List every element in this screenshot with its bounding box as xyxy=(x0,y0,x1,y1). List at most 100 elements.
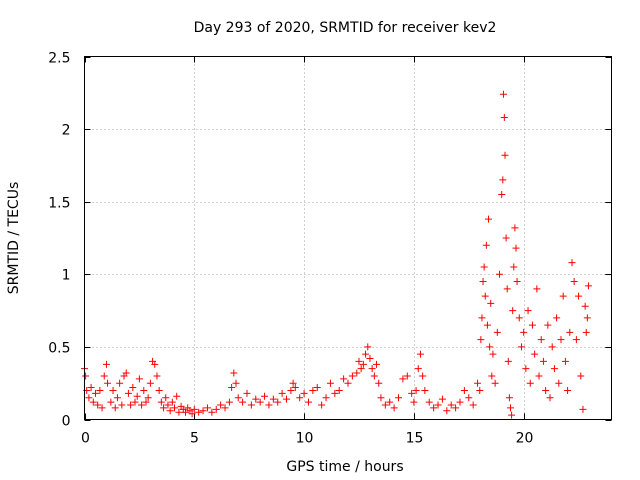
y-tick-label: 2.5 xyxy=(48,51,70,67)
data-point xyxy=(344,379,352,387)
data-point xyxy=(478,314,486,322)
y-tick-label: 0 xyxy=(62,414,71,430)
data-point xyxy=(528,321,536,329)
data-point xyxy=(430,404,438,412)
data-point xyxy=(256,398,264,406)
data-point xyxy=(140,386,148,394)
data-point xyxy=(517,343,525,351)
data-point xyxy=(368,365,376,373)
data-point xyxy=(232,379,240,387)
data-point xyxy=(217,401,225,409)
data-point xyxy=(166,407,174,415)
y-tick-label: 2 xyxy=(62,123,71,139)
data-point xyxy=(505,394,513,402)
data-point xyxy=(122,369,130,377)
data-point xyxy=(557,336,565,344)
data-point xyxy=(581,302,589,310)
data-point xyxy=(447,401,455,409)
data-point xyxy=(506,404,514,412)
data-point xyxy=(291,384,299,392)
data-point xyxy=(539,357,547,365)
data-point xyxy=(155,386,163,394)
data-point xyxy=(162,394,170,402)
data-point xyxy=(513,278,521,286)
data-point xyxy=(175,408,183,416)
data-point xyxy=(537,336,545,344)
data-point xyxy=(568,259,576,267)
data-point xyxy=(129,384,137,392)
data-point xyxy=(313,384,321,392)
data-point xyxy=(133,392,141,400)
data-point xyxy=(579,405,587,413)
x-tick-label: 20 xyxy=(516,431,534,447)
data-point xyxy=(234,394,242,402)
data-point xyxy=(160,404,168,412)
data-point xyxy=(366,355,374,363)
data-point xyxy=(499,176,507,184)
data-point xyxy=(381,401,389,409)
y-tick-label: 1.5 xyxy=(48,196,70,212)
grid-lines xyxy=(84,56,612,420)
x-tick-label: 10 xyxy=(296,431,314,447)
data-point xyxy=(375,379,383,387)
data-point xyxy=(373,360,381,368)
data-point xyxy=(335,386,343,394)
data-point xyxy=(509,307,517,315)
data-point xyxy=(309,386,317,394)
data-point xyxy=(370,372,378,380)
data-point xyxy=(239,398,247,406)
data-point xyxy=(489,350,497,358)
data-point xyxy=(348,372,356,380)
data-point xyxy=(296,394,304,402)
data-point xyxy=(89,398,97,406)
data-point xyxy=(390,404,398,412)
data-point xyxy=(326,379,334,387)
data-point xyxy=(510,263,518,271)
data-point xyxy=(274,398,282,406)
data-point xyxy=(416,350,424,358)
data-point xyxy=(228,384,236,392)
data-point xyxy=(142,398,150,406)
data-point xyxy=(403,372,411,380)
data-point xyxy=(124,389,132,397)
data-point xyxy=(168,398,176,406)
data-point xyxy=(195,408,203,416)
data-point xyxy=(526,379,534,387)
data-point xyxy=(146,379,154,387)
data-point xyxy=(109,386,117,394)
data-point xyxy=(548,343,556,351)
data-point xyxy=(533,285,541,293)
data-point xyxy=(362,350,370,358)
data-point xyxy=(572,336,580,344)
data-point xyxy=(522,365,530,373)
x-tick-label: 5 xyxy=(190,431,199,447)
data-point xyxy=(131,398,139,406)
plot-frame xyxy=(84,56,612,420)
data-point xyxy=(221,404,229,412)
data-point xyxy=(331,389,339,397)
data-point xyxy=(377,394,385,402)
data-point xyxy=(483,321,491,329)
data-point xyxy=(265,401,273,409)
data-point xyxy=(487,299,495,307)
data-point xyxy=(355,357,363,365)
data-point xyxy=(111,404,119,412)
data-point xyxy=(544,321,552,329)
data-point xyxy=(488,372,496,380)
data-point xyxy=(555,379,563,387)
data-point xyxy=(104,379,112,387)
data-point xyxy=(414,365,422,373)
data-point xyxy=(359,360,367,368)
data-point xyxy=(482,241,490,249)
data-point xyxy=(477,336,485,344)
data-point xyxy=(425,398,433,406)
data-point xyxy=(566,328,574,336)
data-point xyxy=(480,263,488,271)
data-point xyxy=(503,285,511,293)
data-point xyxy=(173,392,181,400)
data-point xyxy=(452,404,460,412)
data-point xyxy=(500,113,508,121)
data-point xyxy=(498,190,506,198)
data-point xyxy=(570,278,578,286)
